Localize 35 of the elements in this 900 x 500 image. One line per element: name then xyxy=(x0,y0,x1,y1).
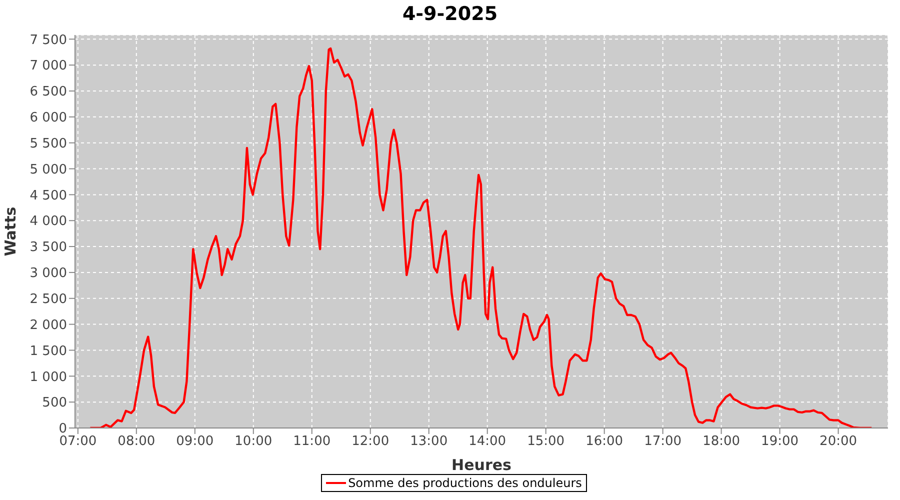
y-axis-title: Watts xyxy=(1,206,20,256)
y-tick-label: 6 500 xyxy=(30,84,67,100)
y-tick-label: 7 000 xyxy=(30,58,67,74)
y-tick-label: 3 500 xyxy=(30,240,67,256)
x-tick-label: 14:00 xyxy=(468,434,506,450)
y-tick-label: 2 500 xyxy=(30,292,67,307)
x-tick-label: 09:00 xyxy=(176,434,214,450)
legend-label: Somme des productions des onduleurs xyxy=(348,476,582,490)
y-tick-label: 1 000 xyxy=(30,370,67,385)
y-tick-label: 7 500 xyxy=(30,32,67,48)
x-tick-label: 18:00 xyxy=(702,434,740,450)
y-tick-label: 5 500 xyxy=(30,136,67,152)
line-series xyxy=(89,47,873,428)
y-tick-label: 2 000 xyxy=(30,318,67,333)
x-tick-label: 12:00 xyxy=(352,434,390,450)
x-tick-label: 11:00 xyxy=(293,434,331,450)
y-tick-label: 6 000 xyxy=(30,110,67,126)
x-tick-label: 17:00 xyxy=(644,434,682,450)
chart-title: 4-9-2025 xyxy=(401,2,499,27)
y-tick-label: 1 500 xyxy=(30,344,67,359)
x-tick-label: 16:00 xyxy=(586,434,624,450)
y-tick-label: 4 500 xyxy=(30,188,67,204)
y-tick-label: 3 000 xyxy=(30,266,67,282)
y-tick-label: 5 000 xyxy=(30,162,67,178)
y-tick-label: 500 xyxy=(42,396,67,411)
x-axis-title: Heures xyxy=(452,456,512,474)
x-tick-label: 15:00 xyxy=(527,434,565,450)
x-tick-label: 07:00 xyxy=(59,434,97,450)
y-tick-label: 0 xyxy=(58,422,67,437)
x-tick-label: 13:00 xyxy=(410,434,448,450)
x-tick-label: 19:00 xyxy=(761,434,799,450)
y-tick-label: 4 000 xyxy=(30,214,67,230)
x-tick-label: 10:00 xyxy=(234,434,272,450)
x-tick-label: 20:00 xyxy=(820,434,858,450)
x-tick-label: 08:00 xyxy=(118,434,156,450)
